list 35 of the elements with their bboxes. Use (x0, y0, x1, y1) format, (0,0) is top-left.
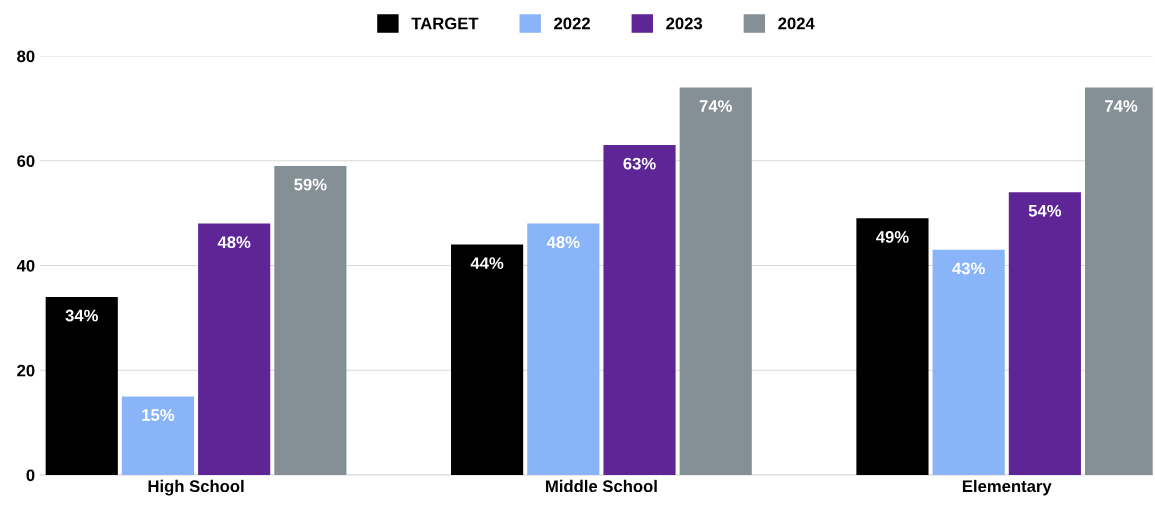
data-label: 15% (142, 409, 175, 421)
legend-label: 2024 (778, 17, 815, 30)
legend-label: 2023 (666, 17, 703, 30)
y-tick-label: 60 (17, 155, 35, 167)
data-label: 48% (217, 236, 251, 249)
bar (679, 87, 752, 475)
bar (121, 396, 195, 475)
data-label: 48% (546, 236, 580, 249)
data-label: 59% (294, 178, 327, 191)
legend-label: 2022 (554, 17, 590, 30)
bar (198, 223, 271, 475)
x-tick-label: Elementary (962, 479, 1052, 496)
bar (1008, 192, 1081, 475)
data-label: 74% (1105, 100, 1138, 112)
x-tick-label: High School (148, 479, 244, 496)
data-label: 43% (952, 262, 985, 275)
bar (527, 223, 600, 475)
y-tick-label: 40 (16, 259, 35, 272)
bar (932, 249, 1005, 475)
bar (451, 244, 524, 475)
data-label: 63% (623, 157, 656, 170)
data-label: 44% (470, 257, 504, 269)
bar (45, 296, 118, 475)
bar (603, 145, 676, 475)
legend-label: TARGET (411, 17, 479, 30)
data-label: 74% (699, 100, 732, 112)
x-tick-label: Middle School (546, 479, 657, 493)
y-tick-label: 20 (17, 364, 35, 377)
data-label: 34% (65, 309, 98, 322)
y-tick-label: 80 (17, 50, 35, 63)
bar (856, 218, 929, 475)
data-label: 54% (1028, 204, 1062, 217)
data-label: 49% (876, 231, 909, 243)
y-tick-label: 0 (26, 469, 35, 482)
bar (274, 165, 347, 475)
